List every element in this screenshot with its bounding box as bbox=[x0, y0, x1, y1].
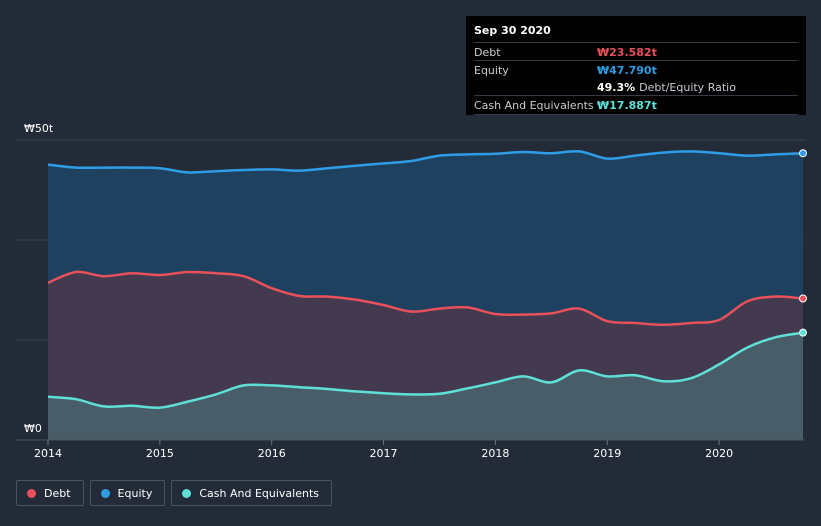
tooltip-row-ratio: 49.3% Debt/Equity Ratio bbox=[474, 78, 798, 95]
y-tick-label-bottom: ₩0 bbox=[24, 422, 42, 435]
legend-dot-cash bbox=[182, 488, 192, 498]
x-tick-label-2017: 2017 bbox=[370, 447, 398, 460]
tooltip-date: Sep 30 2020 bbox=[474, 24, 551, 37]
tooltip-value-ratio: 49.3% bbox=[597, 80, 636, 94]
tooltip-panel: Sep 30 2020 Debt ₩23.582t Equity ₩47.790… bbox=[466, 16, 806, 115]
tooltip-value-equity: ₩47.790t bbox=[597, 63, 657, 77]
line-debt bbox=[47, 270, 804, 327]
x-tick-label-2015: 2015 bbox=[146, 447, 174, 460]
legend-item-equity[interactable]: Equity bbox=[89, 480, 166, 506]
tooltip-row-cash: Cash And Equivalents ₩17.887t bbox=[474, 95, 798, 115]
endpoint-cash-and-equivalents bbox=[799, 328, 807, 337]
x-tick-label-2020: 2020 bbox=[705, 447, 733, 460]
legend-item-debt[interactable]: Debt bbox=[16, 480, 84, 506]
y-tick-label-top: ₩50t bbox=[24, 122, 54, 135]
tooltip-label-cash: Cash And Equivalents bbox=[474, 98, 594, 112]
area-cash-and-equivalents bbox=[48, 332, 803, 440]
series-areas bbox=[48, 151, 803, 440]
tooltip-label-debt: Debt bbox=[474, 45, 501, 59]
tooltip-label-equity: Equity bbox=[474, 63, 509, 77]
x-tick-label-2016: 2016 bbox=[258, 447, 286, 460]
series-endpoints bbox=[799, 149, 807, 337]
x-tick-label-2018: 2018 bbox=[481, 447, 509, 460]
tooltip-ratio-caption: Debt/Equity Ratio bbox=[639, 80, 736, 94]
series-lines bbox=[47, 149, 804, 409]
endpoint-equity bbox=[799, 149, 807, 158]
chart-legend: Debt Equity Cash And Equivalents bbox=[16, 480, 332, 506]
tooltip-value-debt: ₩23.582t bbox=[597, 45, 657, 59]
legend-item-cash[interactable]: Cash And Equivalents bbox=[171, 480, 332, 506]
line-equity bbox=[47, 149, 804, 174]
legend-dot-debt bbox=[27, 488, 36, 498]
tooltip-value-cash: ₩17.887t bbox=[597, 98, 657, 112]
line-cash-and-equivalents bbox=[47, 331, 804, 409]
legend-label-equity: Equity bbox=[117, 486, 153, 500]
legend-label-cash: Cash And Equivalents bbox=[199, 486, 319, 500]
legend-label-debt: Debt bbox=[44, 486, 71, 500]
endpoint-debt bbox=[799, 294, 807, 303]
x-axis-ticks: 2014 2015 2016 2017 2018 2019 2020 bbox=[34, 440, 733, 460]
tooltip-row-equity: Equity ₩47.790t bbox=[474, 60, 798, 78]
tooltip-row-debt: Debt ₩23.582t bbox=[474, 42, 798, 60]
x-tick-label-2019: 2019 bbox=[593, 447, 621, 460]
legend-dot-equity bbox=[100, 488, 110, 498]
x-tick-label-2014: 2014 bbox=[34, 447, 62, 460]
